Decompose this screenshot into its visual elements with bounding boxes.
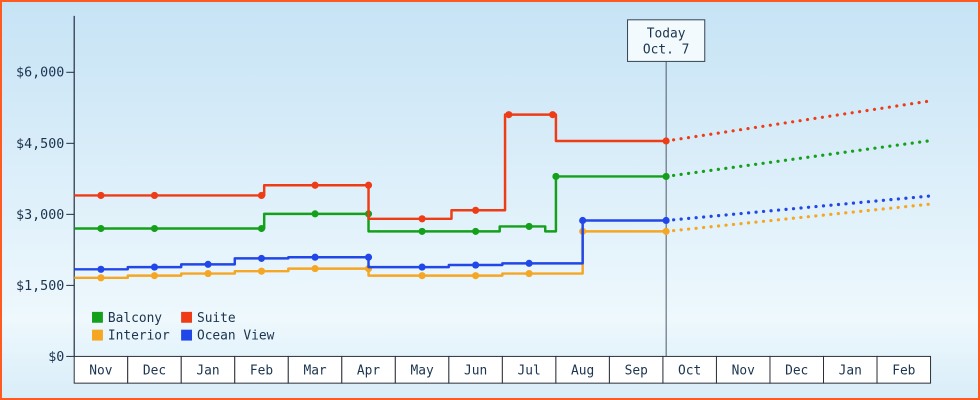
series-dot-suite [549, 111, 557, 119]
month-cell [287, 355, 343, 384]
month-label: Jan [196, 364, 219, 379]
legend-label-balcony: Balcony [108, 311, 162, 326]
series-projection-balcony [664, 138, 934, 179]
month-label: Feb [250, 364, 273, 379]
legend-swatch-suite [181, 311, 193, 323]
series-line-balcony [74, 175, 667, 233]
series-dot-ocean-view [257, 254, 266, 262]
series-projection-ocean-view [664, 194, 934, 223]
month-cell [234, 355, 289, 384]
series-dot-ocean-view [311, 253, 319, 261]
series-dot-interior [150, 272, 159, 280]
series-dot-ocean-view [472, 261, 480, 269]
month-cell [876, 355, 932, 384]
month-label: Dec [143, 364, 166, 379]
y-axis-tick-label: $1,500 [16, 279, 64, 294]
legend-label-suite: Suite [197, 311, 236, 326]
series-dot-suite [257, 191, 266, 200]
series-dot-suite [418, 215, 426, 223]
series-dot-suite [97, 191, 105, 200]
month-cell [394, 355, 450, 384]
month-cell [501, 355, 557, 384]
series-dot-suite [505, 111, 513, 119]
series-dot-interior [311, 265, 319, 273]
month-cell [715, 355, 771, 384]
series-dot-interior [257, 267, 266, 275]
today-label-line2: Oct. 7 [643, 42, 689, 57]
series-dot-ocean-view [204, 260, 212, 268]
month-label: Dec [785, 364, 808, 379]
today-label-box [627, 19, 706, 62]
series-dot-suite [472, 206, 480, 214]
month-label: Feb [892, 364, 915, 379]
series-dot-suite [662, 137, 670, 145]
month-cell [769, 355, 824, 384]
series-dot-interior [204, 269, 212, 278]
series-dot-suite [150, 191, 159, 200]
series-dot-ocean-view [150, 263, 159, 271]
month-cell [180, 355, 236, 384]
month-label: Nov [732, 364, 755, 379]
series-dot-interior [97, 274, 105, 282]
series-dot-ocean-view [364, 253, 373, 261]
month-label: Jul [517, 364, 540, 379]
series-dot-interior [662, 227, 670, 235]
legend-swatch-interior [92, 329, 103, 341]
month-cell [823, 355, 878, 384]
series-dot-balcony [150, 224, 159, 233]
series-dot-balcony [472, 227, 480, 235]
month-cell [555, 355, 610, 384]
series-dot-balcony [311, 210, 319, 218]
month-label: Jan [839, 364, 862, 379]
series-dot-balcony [97, 224, 105, 233]
month-cell [608, 355, 664, 384]
legend-swatch-balcony [92, 311, 103, 323]
month-label: Jun [464, 364, 487, 379]
series-dot-balcony [257, 224, 266, 233]
legend-label-ocean-view: Ocean View [197, 329, 275, 344]
series-dot-ocean-view [579, 216, 587, 225]
series-dot-suite [311, 181, 319, 189]
today-label-line1: Today [647, 27, 686, 42]
series-dot-ocean-view [418, 263, 426, 271]
series-dot-balcony [552, 172, 560, 181]
series-dot-ocean-view [662, 216, 670, 225]
legend-swatch-ocean-view [181, 329, 193, 341]
series-dot-balcony [525, 222, 533, 230]
series-dot-interior [525, 269, 533, 278]
series-dot-ocean-view [97, 265, 105, 273]
series-dot-interior [418, 272, 426, 280]
month-label: Apr [357, 364, 380, 379]
series-dot-suite [364, 181, 373, 189]
month-label: Aug [571, 364, 594, 379]
series-dot-interior [472, 272, 480, 280]
series-line-ocean-view [74, 219, 667, 271]
y-axis-tick-label: $3,000 [16, 208, 64, 223]
series-projection-suite [664, 99, 934, 143]
month-label: May [410, 364, 433, 379]
series-dot-balcony [662, 172, 670, 181]
y-axis-tick-label: $4,500 [16, 137, 64, 152]
series-line-suite [74, 113, 667, 221]
legend-label-interior: Interior [108, 329, 170, 344]
series-dot-ocean-view [525, 259, 533, 267]
month-cell [662, 355, 717, 384]
month-label: Sep [625, 364, 648, 379]
y-axis-tick-label: $6,000 [16, 66, 64, 81]
series-dot-balcony [418, 227, 426, 235]
month-label: Nov [89, 364, 112, 379]
month-label: Mar [303, 364, 326, 379]
month-label: Oct [678, 364, 701, 379]
y-axis-tick-label: $0 [48, 350, 64, 365]
month-cell [127, 355, 182, 384]
series-projection-interior [664, 202, 934, 233]
